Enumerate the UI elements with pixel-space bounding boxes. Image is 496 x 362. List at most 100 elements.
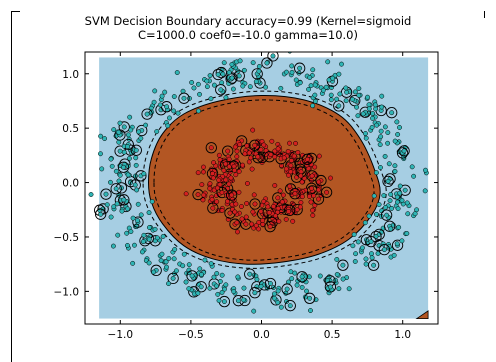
inner-class-point	[287, 183, 293, 189]
inner-class-point	[232, 209, 238, 215]
outer-class-point	[208, 96, 214, 102]
outer-class-point	[195, 290, 201, 296]
outer-class-point	[320, 87, 326, 93]
inner-class-point	[223, 177, 229, 183]
outer-class-point	[146, 225, 152, 230]
outer-class-point	[254, 276, 260, 282]
outer-class-point	[339, 61, 344, 67]
outer-class-point	[119, 208, 125, 214]
inner-class-point	[287, 140, 292, 146]
inner-class-point	[233, 201, 239, 207]
outer-class-point	[241, 297, 247, 303]
inner-class-point	[207, 181, 213, 187]
inner-class-point	[217, 157, 223, 163]
outer-class-point	[104, 202, 110, 208]
inner-class-point	[242, 151, 248, 157]
outer-class-point	[128, 127, 134, 133]
outer-class-point	[211, 82, 217, 88]
inner-class-point	[260, 218, 266, 224]
inner-class-point	[221, 167, 227, 173]
inner-class-point	[244, 200, 250, 206]
outer-class-point	[251, 308, 257, 314]
outer-class-point	[401, 148, 407, 154]
decision-boundary-line	[147, 94, 381, 265]
inner-class-point	[258, 147, 264, 153]
outer-class-point	[370, 111, 376, 116]
outer-class-point	[325, 59, 331, 65]
outer-class-point	[313, 98, 318, 104]
outer-class-point	[340, 276, 346, 282]
outer-class-point	[159, 251, 165, 257]
outer-class-point	[115, 232, 121, 238]
outer-class-point	[288, 269, 294, 275]
inner-class-point	[199, 182, 205, 188]
frame-left-edge	[11, 11, 12, 362]
inner-class-point	[269, 138, 275, 144]
inner-class-point	[231, 163, 237, 169]
inner-class-point	[183, 191, 189, 197]
support-vector-ring	[142, 232, 154, 245]
outer-class-point	[124, 230, 130, 236]
chart-title: SVM Decision Boundary accuracy=0.99 (Ker…	[84, 14, 412, 28]
outer-class-point	[404, 231, 410, 236]
outer-class-point	[117, 172, 123, 178]
outer-class-point	[204, 78, 210, 84]
outer-class-point	[379, 104, 385, 110]
margin-line-inner	[153, 99, 375, 261]
outer-class-point	[235, 274, 241, 280]
outer-class-point	[362, 220, 368, 226]
outer-class-point	[304, 288, 310, 294]
inner-class-point	[240, 162, 245, 168]
outer-class-point	[171, 94, 177, 99]
outer-class-point	[174, 70, 180, 75]
outer-class-point	[287, 52, 293, 54]
outer-class-point	[102, 136, 108, 142]
outer-class-point	[256, 68, 262, 74]
inner-class-point	[225, 198, 230, 204]
outer-class-point	[344, 89, 350, 95]
inner-class-point	[195, 192, 201, 198]
outer-class-point	[275, 300, 281, 306]
inner-class-point	[210, 171, 215, 176]
inner-class-point	[249, 166, 255, 172]
outer-class-point	[363, 256, 369, 262]
outer-class-point	[154, 129, 160, 135]
outer-class-point	[362, 131, 368, 136]
outer-class-point	[355, 113, 361, 119]
inner-class-point	[238, 204, 244, 209]
outer-class-point	[308, 83, 314, 89]
outer-class-point	[143, 122, 149, 128]
outer-class-point	[317, 273, 323, 279]
outer-class-point	[395, 199, 400, 205]
support-vector-ring	[207, 202, 219, 214]
outer-class-point	[381, 193, 387, 198]
support-vector-ring	[215, 84, 227, 96]
outer-class-point	[167, 115, 172, 121]
inner-class-point	[216, 152, 222, 158]
outer-class-point	[207, 73, 213, 78]
outer-class-point	[294, 282, 300, 288]
outer-class-point	[180, 263, 186, 269]
inner-class-point	[226, 181, 232, 187]
outer-class-point	[366, 213, 372, 219]
inner-class-point	[297, 204, 303, 210]
support-vector-ring	[229, 218, 241, 230]
outer-class-point	[388, 192, 394, 197]
inner-class-point	[228, 175, 234, 181]
inner-class-point	[316, 187, 321, 193]
outer-class-point	[323, 84, 329, 90]
support-vector-ring	[135, 170, 147, 182]
frame-top-edge	[11, 11, 20, 12]
outer-class-point	[99, 166, 105, 172]
outer-class-point	[136, 129, 142, 135]
support-vector-ring	[294, 62, 306, 74]
outer-class-point	[328, 97, 334, 103]
support-vector-ring	[396, 147, 409, 159]
outer-class-point	[299, 284, 305, 290]
support-vector-ring	[337, 259, 349, 271]
outer-class-point	[330, 75, 336, 81]
outer-class-point	[378, 134, 384, 140]
axis-ticks: −1.0 −0.5 0.0 0.5 1.0 1.0 0.5 0.0 −0.5 −1.0	[54, 52, 438, 341]
outer-class-point	[111, 127, 117, 133]
